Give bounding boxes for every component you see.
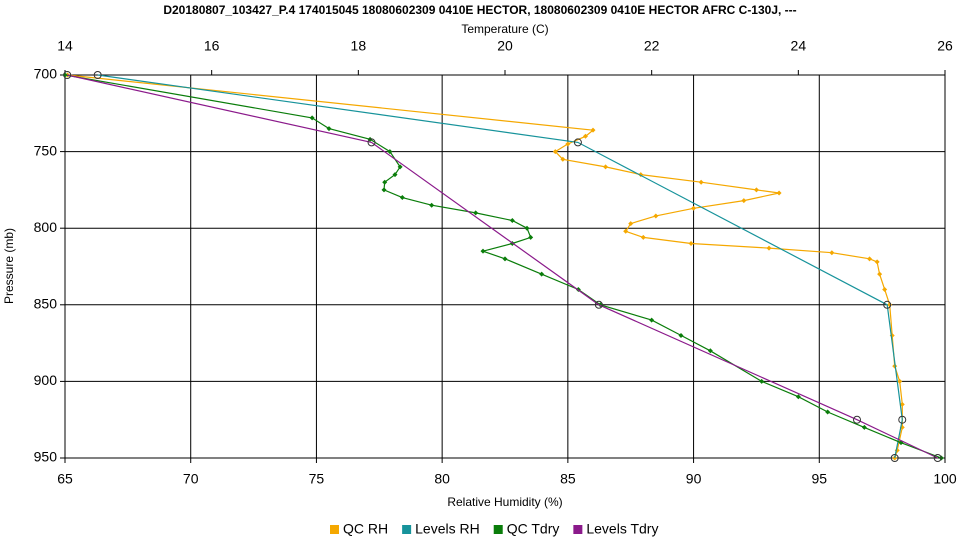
x-tick-label: 65 (57, 471, 73, 487)
point-marker (829, 250, 835, 256)
y-tick-label: 750 (34, 142, 58, 158)
point-marker (678, 332, 684, 338)
point-marker (691, 205, 697, 211)
point-marker (397, 164, 403, 170)
level-marker (933, 454, 942, 462)
chart-title: D20180807_103427_P.4 174015045 180806023… (163, 3, 796, 17)
point-marker (776, 190, 782, 196)
point-marker (877, 271, 883, 277)
point-marker (473, 210, 479, 216)
point-marker (874, 259, 880, 265)
y-tick-label: 850 (34, 296, 58, 312)
point-marker (741, 198, 747, 204)
level-marker (63, 71, 72, 79)
point-marker (565, 141, 571, 147)
series-line (64, 74, 942, 459)
point-marker (309, 115, 315, 121)
point-marker (766, 245, 772, 251)
point-marker (539, 271, 545, 277)
point-marker (753, 187, 759, 193)
point-marker (387, 149, 393, 155)
x2-tick-label: 18 (351, 38, 367, 54)
legend-swatch (573, 525, 583, 534)
point-marker (524, 225, 530, 231)
point-marker (623, 228, 629, 234)
legend-swatch (330, 525, 339, 534)
point-marker (649, 317, 655, 323)
legend-swatch (493, 525, 503, 534)
level-marker (853, 415, 861, 424)
point-marker (326, 126, 332, 132)
legend-label: QC Tdry (507, 521, 560, 537)
x-tick-label: 95 (811, 471, 827, 487)
y-tick-label: 950 (34, 449, 58, 465)
level-marker (367, 138, 376, 147)
point-marker (795, 394, 801, 400)
point-marker (861, 424, 867, 430)
point-marker (640, 234, 646, 240)
legend-label: QC RH (343, 521, 388, 537)
point-marker (628, 221, 634, 227)
point-marker (560, 156, 566, 162)
point-marker (825, 409, 831, 415)
y-axis-label: Pressure (mb) (2, 228, 16, 304)
point-marker (698, 179, 704, 185)
level-marker (93, 71, 102, 79)
point-marker (528, 234, 534, 240)
x-tick-label: 70 (183, 471, 199, 487)
x-tick-label: 80 (434, 471, 450, 487)
x2-tick-label: 16 (204, 38, 220, 54)
legend-swatch (402, 525, 412, 534)
x-tick-label: 100 (933, 471, 957, 487)
x-tick-label: 90 (686, 471, 702, 487)
x-tick-label: 75 (309, 471, 325, 487)
point-marker (429, 202, 435, 208)
x-tick-label: 85 (560, 471, 576, 487)
point-marker (707, 348, 713, 354)
x2-tick-label: 14 (57, 38, 73, 54)
y-tick-label: 800 (34, 219, 58, 235)
point-marker (582, 133, 588, 139)
point-marker (381, 187, 387, 193)
point-marker (897, 378, 903, 384)
x2-tick-label: 20 (497, 38, 513, 54)
point-marker (552, 149, 558, 155)
point-marker (603, 164, 609, 170)
point-marker (882, 286, 888, 292)
point-marker (392, 172, 398, 178)
legend-label: Levels Tdry (586, 521, 658, 537)
point-marker (653, 213, 659, 219)
point-marker (399, 195, 405, 201)
series-line (67, 74, 938, 459)
point-marker (509, 218, 515, 224)
legend-label: Levels RH (415, 521, 480, 537)
x-axis-label: Relative Humidity (%) (447, 495, 562, 509)
point-marker (502, 256, 508, 262)
point-marker (759, 378, 765, 384)
point-marker (867, 256, 873, 262)
point-marker (590, 127, 596, 133)
x2-tick-label: 26 (937, 38, 953, 54)
y-tick-label: 700 (34, 66, 58, 82)
level-marker (883, 300, 892, 309)
series-line (97, 74, 903, 459)
y-tick-label: 900 (34, 372, 58, 388)
x2-axis-label: Temperature (C) (461, 22, 548, 36)
point-marker (480, 248, 486, 254)
x2-tick-label: 24 (791, 38, 807, 54)
point-marker (688, 241, 694, 247)
level-marker (898, 415, 907, 424)
level-marker (594, 300, 603, 309)
x2-tick-label: 22 (644, 38, 660, 54)
level-marker (573, 138, 582, 147)
point-marker (382, 179, 388, 185)
level-marker (890, 454, 899, 462)
